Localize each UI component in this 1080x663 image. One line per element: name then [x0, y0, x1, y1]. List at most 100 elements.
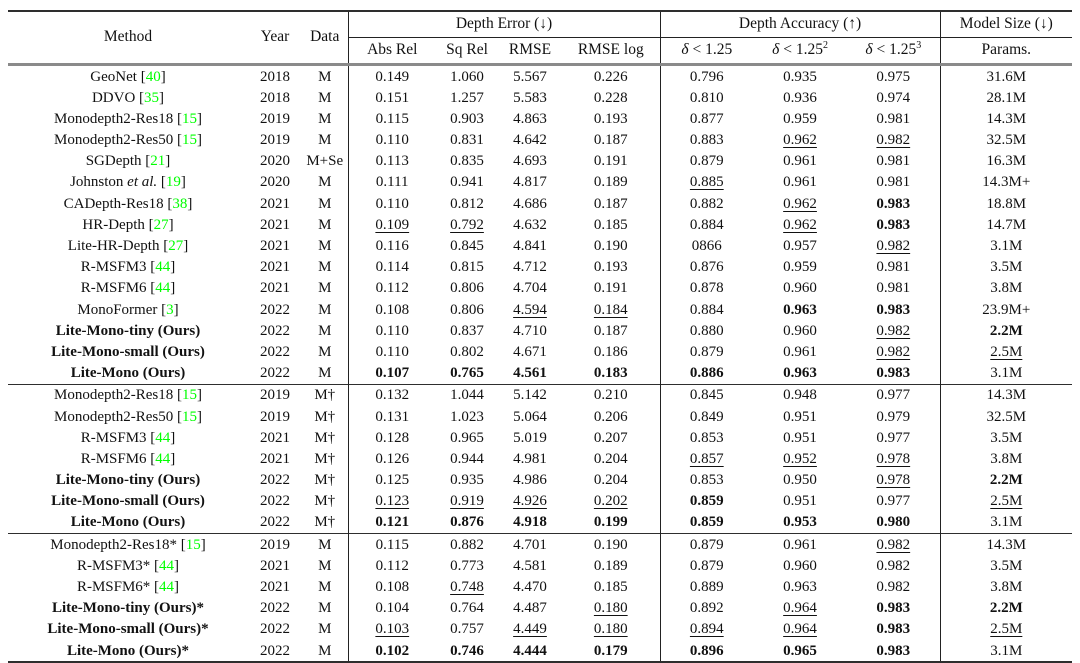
cell-year: 2021 [260, 579, 290, 595]
cell-abs-rel: 0.103 [347, 618, 436, 641]
cell-delta1: 0.894 [659, 618, 754, 641]
cell-abs-rel: 0.123 [347, 490, 436, 512]
method-name: R-MSFM3 [80, 429, 147, 446]
cell-year: 2021 [260, 280, 290, 297]
cell-rmse: 4.470 [513, 579, 547, 595]
citation-ref: [44] [146, 450, 176, 467]
citation-number: 38 [172, 195, 188, 212]
table-row: MonoFormer [3] 2022 M 0.108 0.806 4.594 0.184 0… [8, 299, 1073, 321]
citation-number: 15 [181, 110, 197, 127]
cell-sq-rel: 0.792 [450, 216, 484, 233]
cell-params: 3.1M [939, 235, 1073, 257]
cell-rmse: 4.449 [513, 621, 547, 638]
citation-number: 44 [155, 259, 171, 276]
cell-sq-rel: 0.764 [450, 600, 484, 617]
cell-rmse-log: 0.190 [593, 238, 628, 254]
table-row: Lite-Mono-tiny (Ours) 2022 M 0.110 0.837 4.71… [8, 320, 1073, 342]
results-table: Method Year Data Depth Error (↓) Depth A… [8, 10, 1073, 663]
cell-data: M [318, 238, 332, 254]
citation-number: 15 [181, 132, 197, 149]
cell-data: M [318, 579, 332, 595]
table-row: Lite-Mono-tiny (Ours) 2022 M† 0.125 0.935 4.9… [8, 469, 1073, 491]
cell-method: Monodepth2-Res18 [15] [8, 108, 248, 129]
method-name: GeoNet [90, 68, 137, 85]
cell-delta3: 0.983 [876, 301, 911, 318]
cell-data: M [318, 642, 332, 659]
cell-abs-rel: 0.110 [347, 341, 436, 363]
cell-sq-rel: 0.757 [450, 621, 484, 638]
citation-number: 15 [181, 408, 197, 425]
cell-sq-rel: 0.919 [450, 493, 484, 510]
cell-delta3: 0.983 [876, 642, 911, 659]
method-name: Monodepth2-Res18 [54, 387, 174, 404]
cell-data: M [318, 216, 332, 233]
cell-year: 2022 [260, 621, 290, 638]
cell-delta2: 0.948 [753, 383, 848, 406]
cell-method: R-MSFM3* [44] [8, 555, 248, 576]
method-name: R-MSFM6* [76, 579, 151, 595]
citation-ref: [15] [176, 536, 206, 553]
cell-method: Lite-Mono (Ours)* [8, 640, 248, 662]
cell-abs-rel: 0.114 [347, 256, 436, 278]
cell-year: 2021 [260, 238, 290, 254]
cell-delta2: 0.963 [783, 301, 817, 318]
cell-data: M [318, 174, 332, 191]
cell-rmse-log: 0.179 [593, 642, 628, 659]
cell-delta3: 0.980 [876, 514, 911, 531]
citation-ref: [19] [157, 174, 186, 191]
cell-rmse: 4.986 [513, 472, 547, 489]
cell-abs-rel: 0.116 [347, 235, 436, 257]
cell-delta1: 0.884 [659, 214, 754, 236]
cell-delta1: 0.880 [659, 320, 754, 342]
citation-ref: [38] [163, 195, 193, 212]
method-name: Lite-Mono (Ours) [70, 514, 186, 531]
method-name: Lite-Mono-small (Ours) [51, 343, 205, 360]
cell-delta2: 0.965 [783, 642, 817, 659]
cell-delta2: 0.960 [783, 557, 817, 574]
cell-data: M† [314, 514, 336, 531]
cell-rmse-log: 0.185 [593, 216, 628, 233]
citation-ref: [44] [146, 429, 176, 446]
cell-data: M [318, 621, 332, 638]
cell-year: 2018 [260, 89, 290, 106]
cell-rmse-log: 0.207 [593, 429, 628, 446]
table-row: HR-Depth [27] 2021 M 0.109 0.792 4.632 0.185 0.… [8, 214, 1073, 236]
cell-params: 3.5M [939, 256, 1073, 278]
delta-symbol: δ [772, 41, 780, 59]
cell-delta1: 0.879 [659, 341, 754, 363]
header-subcol-row: Abs Rel Sq Rel RMSE RMSE log δ < 1.25 δ … [8, 37, 1073, 66]
method-name: DDVO [91, 89, 136, 106]
cell-abs-rel: 0.108 [347, 576, 436, 598]
citation-ref: [27] [144, 216, 174, 233]
cell-rmse-log: 0.183 [593, 365, 628, 382]
cell-params: 14.7M [939, 214, 1073, 236]
cell-year: 2022 [260, 493, 290, 510]
cell-rmse-log: 0.193 [593, 110, 628, 127]
cell-delta3: 0.982 [876, 557, 911, 574]
citation-number: 15 [185, 536, 201, 553]
table-row: R-MSFM6* [44] 2021 M 0.108 0.748 4.470 0.185 0.… [8, 576, 1073, 598]
table-row: Monodepth2-Res18* [15] 2019 M 0.115 0.882 4.7… [8, 533, 1073, 556]
table-row: Monodepth2-Res18 [15] 2019 M† 0.132 1.044 5.1… [8, 383, 1073, 406]
cell-delta1: 0.879 [659, 533, 754, 556]
method-name: Monodepth2-Res18* [50, 536, 177, 553]
table-row: Monodepth2-Res50 [15] 2019 M† 0.131 1.023 5.0… [8, 406, 1073, 428]
cell-rmse-log: 0.187 [593, 195, 628, 212]
method-name: Monodepth2-Res50 [54, 132, 174, 149]
citation-number: 27 [153, 216, 169, 233]
cell-delta1: 0.845 [659, 383, 754, 406]
method-name: Lite-Mono-tiny (Ours) [55, 322, 201, 339]
cell-params: 14.3M [939, 383, 1073, 406]
cell-delta1: 0.810 [659, 87, 754, 109]
table-row: Lite-Mono (Ours) 2022 M 0.107 0.765 4.561 0.18… [8, 362, 1073, 385]
col-header-delta3: δ < 1.253 [847, 37, 941, 66]
cell-method: Lite-HR-Depth [27] [8, 236, 248, 257]
col-header-abs-rel: Abs Rel [347, 37, 436, 66]
cell-rmse: 4.632 [513, 216, 547, 233]
cell-year: 2022 [260, 600, 290, 617]
cell-sq-rel: 0.935 [450, 472, 484, 489]
cell-year: 2019 [248, 383, 302, 406]
cell-params: 32.5M [939, 129, 1073, 151]
cell-method: MonoFormer [3] [8, 299, 248, 320]
cell-rmse-log: 0.184 [593, 301, 628, 318]
